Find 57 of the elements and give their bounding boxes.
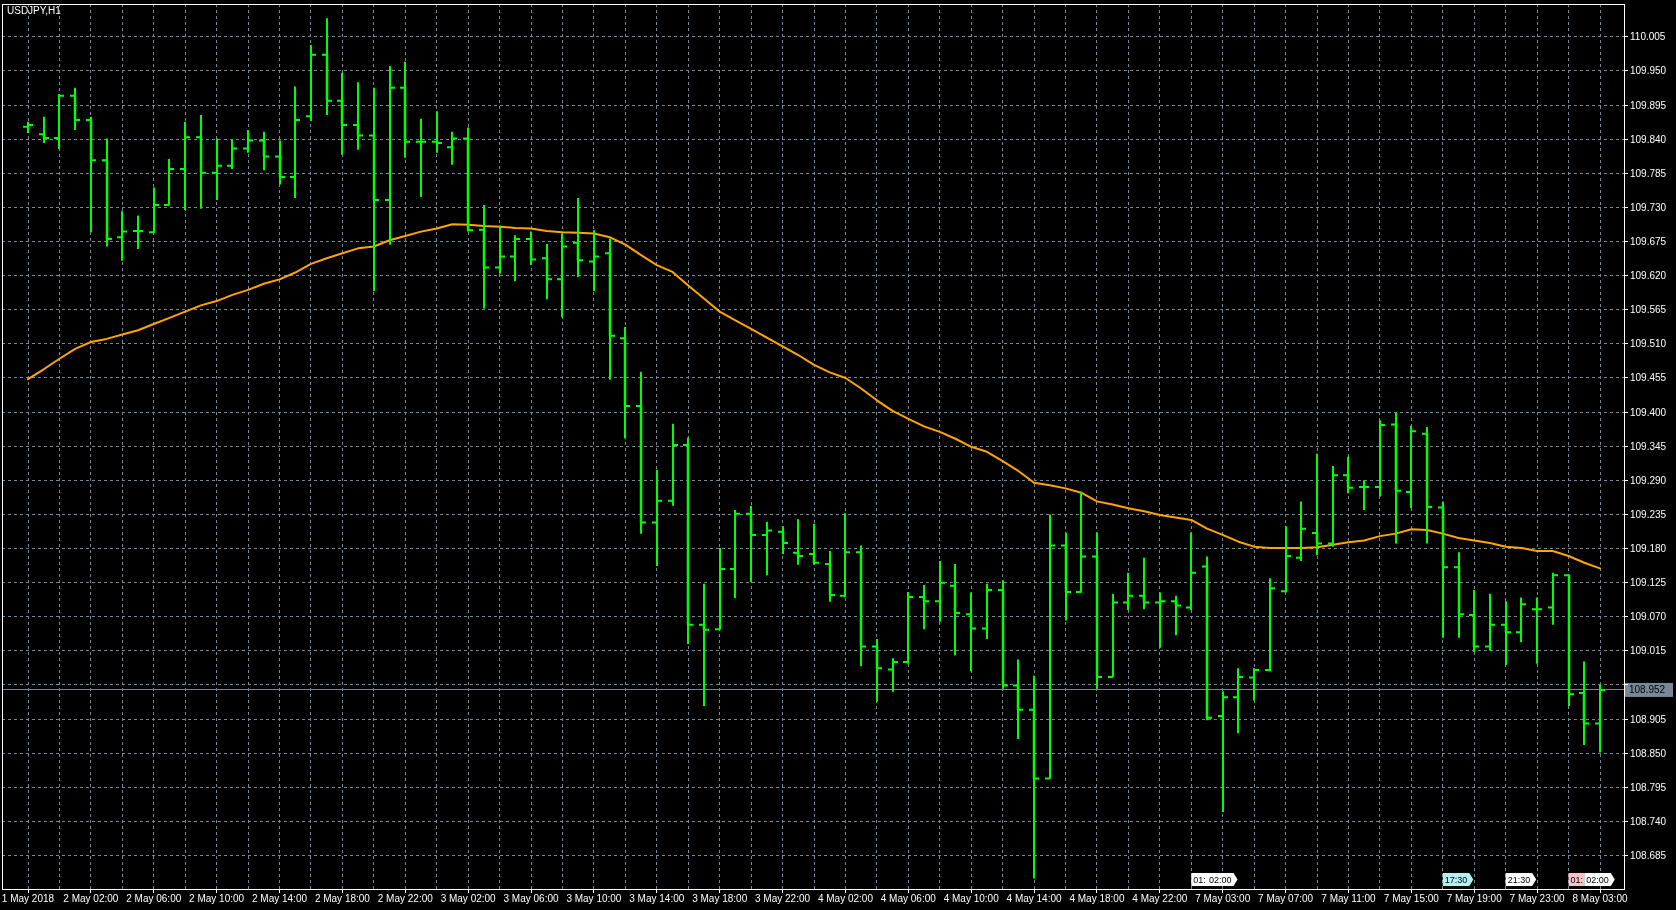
y-tick-label: 108.905 bbox=[1630, 713, 1667, 725]
chart-title: USDJPY,H1 bbox=[7, 5, 62, 16]
y-tick-label: 109.620 bbox=[1630, 270, 1667, 282]
y-tick-label: 109.290 bbox=[1630, 474, 1667, 486]
y-tick-label: 108.740 bbox=[1630, 815, 1667, 827]
y-tick-label: 109.895 bbox=[1630, 99, 1667, 111]
y-tick-label: 109.400 bbox=[1630, 406, 1667, 418]
y-tick-label: 109.455 bbox=[1630, 372, 1667, 384]
x-tick-label: 8 May 03:00 bbox=[1572, 893, 1628, 904]
annotation: 17:30 bbox=[1444, 875, 1468, 885]
x-tick-label: 3 May 06:00 bbox=[503, 893, 559, 904]
annotation: 02:00 bbox=[1586, 875, 1609, 885]
x-tick-label: 4 May 06:00 bbox=[880, 893, 937, 904]
x-tick-label: 7 May 11:00 bbox=[1321, 893, 1377, 904]
y-tick-label: 109.125 bbox=[1630, 577, 1667, 589]
y-tick-label: 108.685 bbox=[1630, 850, 1667, 862]
y-tick-label: 109.840 bbox=[1630, 133, 1667, 145]
y-tick-label: 110.005 bbox=[1630, 31, 1666, 43]
x-tick-label: 3 May 18:00 bbox=[692, 893, 748, 904]
x-tick-label: 3 May 14:00 bbox=[629, 893, 685, 904]
line-series bbox=[27, 223, 1601, 570]
x-tick-label: 7 May 07:00 bbox=[1258, 893, 1314, 904]
x-tick-label: 1 May 2018 bbox=[1, 893, 55, 904]
x-tick-label: 4 May 18:00 bbox=[1069, 893, 1125, 904]
y-tick-label: 108.850 bbox=[1630, 747, 1667, 759]
x-tick-label: 2 May 06:00 bbox=[126, 893, 182, 904]
x-tick-label: 4 May 14:00 bbox=[1006, 893, 1063, 904]
y-tick-label: 109.785 bbox=[1630, 167, 1667, 179]
y-tick-label: 109.950 bbox=[1630, 65, 1667, 77]
x-tick-label: 7 May 03:00 bbox=[1195, 893, 1251, 904]
x-tick-label: 7 May 15:00 bbox=[1383, 893, 1440, 904]
annotation: 21:30 bbox=[1507, 875, 1531, 885]
y-tick-label: 109.675 bbox=[1630, 236, 1667, 248]
y-tick-label: 109.070 bbox=[1630, 611, 1667, 623]
y-tick-label: 109.565 bbox=[1630, 304, 1667, 316]
y-tick-label: 109.730 bbox=[1630, 201, 1667, 213]
x-tick-label: 2 May 22:00 bbox=[377, 893, 434, 904]
x-tick-label: 2 May 02:00 bbox=[63, 893, 119, 904]
x-tick-label: 3 May 02:00 bbox=[440, 893, 497, 904]
x-tick-label: 4 May 22:00 bbox=[1132, 893, 1188, 904]
y-tick-label: 109.345 bbox=[1630, 440, 1667, 452]
x-tick-label: 7 May 23:00 bbox=[1509, 893, 1566, 904]
x-tick-label: 2 May 18:00 bbox=[314, 893, 371, 904]
x-tick-label: 2 May 10:00 bbox=[189, 893, 245, 904]
y-tick-label: 109.015 bbox=[1630, 645, 1667, 657]
annotation: 02:00 bbox=[1209, 875, 1232, 885]
x-tick-label: 3 May 22:00 bbox=[755, 893, 811, 904]
y-tick-label: 109.235 bbox=[1630, 508, 1667, 520]
ref-line-label: 108.952 bbox=[1629, 684, 1666, 696]
x-tick-label: 4 May 10:00 bbox=[943, 893, 1000, 904]
x-tick-label: 2 May 14:00 bbox=[252, 893, 308, 904]
x-tick-label: 4 May 02:00 bbox=[817, 893, 874, 904]
y-tick-label: 109.180 bbox=[1630, 543, 1667, 555]
y-tick-label: 109.510 bbox=[1630, 338, 1667, 350]
y-tick-label: 108.795 bbox=[1630, 781, 1667, 793]
x-tick-label: 3 May 10:00 bbox=[566, 893, 622, 904]
x-tick-label: 7 May 19:00 bbox=[1446, 893, 1503, 904]
